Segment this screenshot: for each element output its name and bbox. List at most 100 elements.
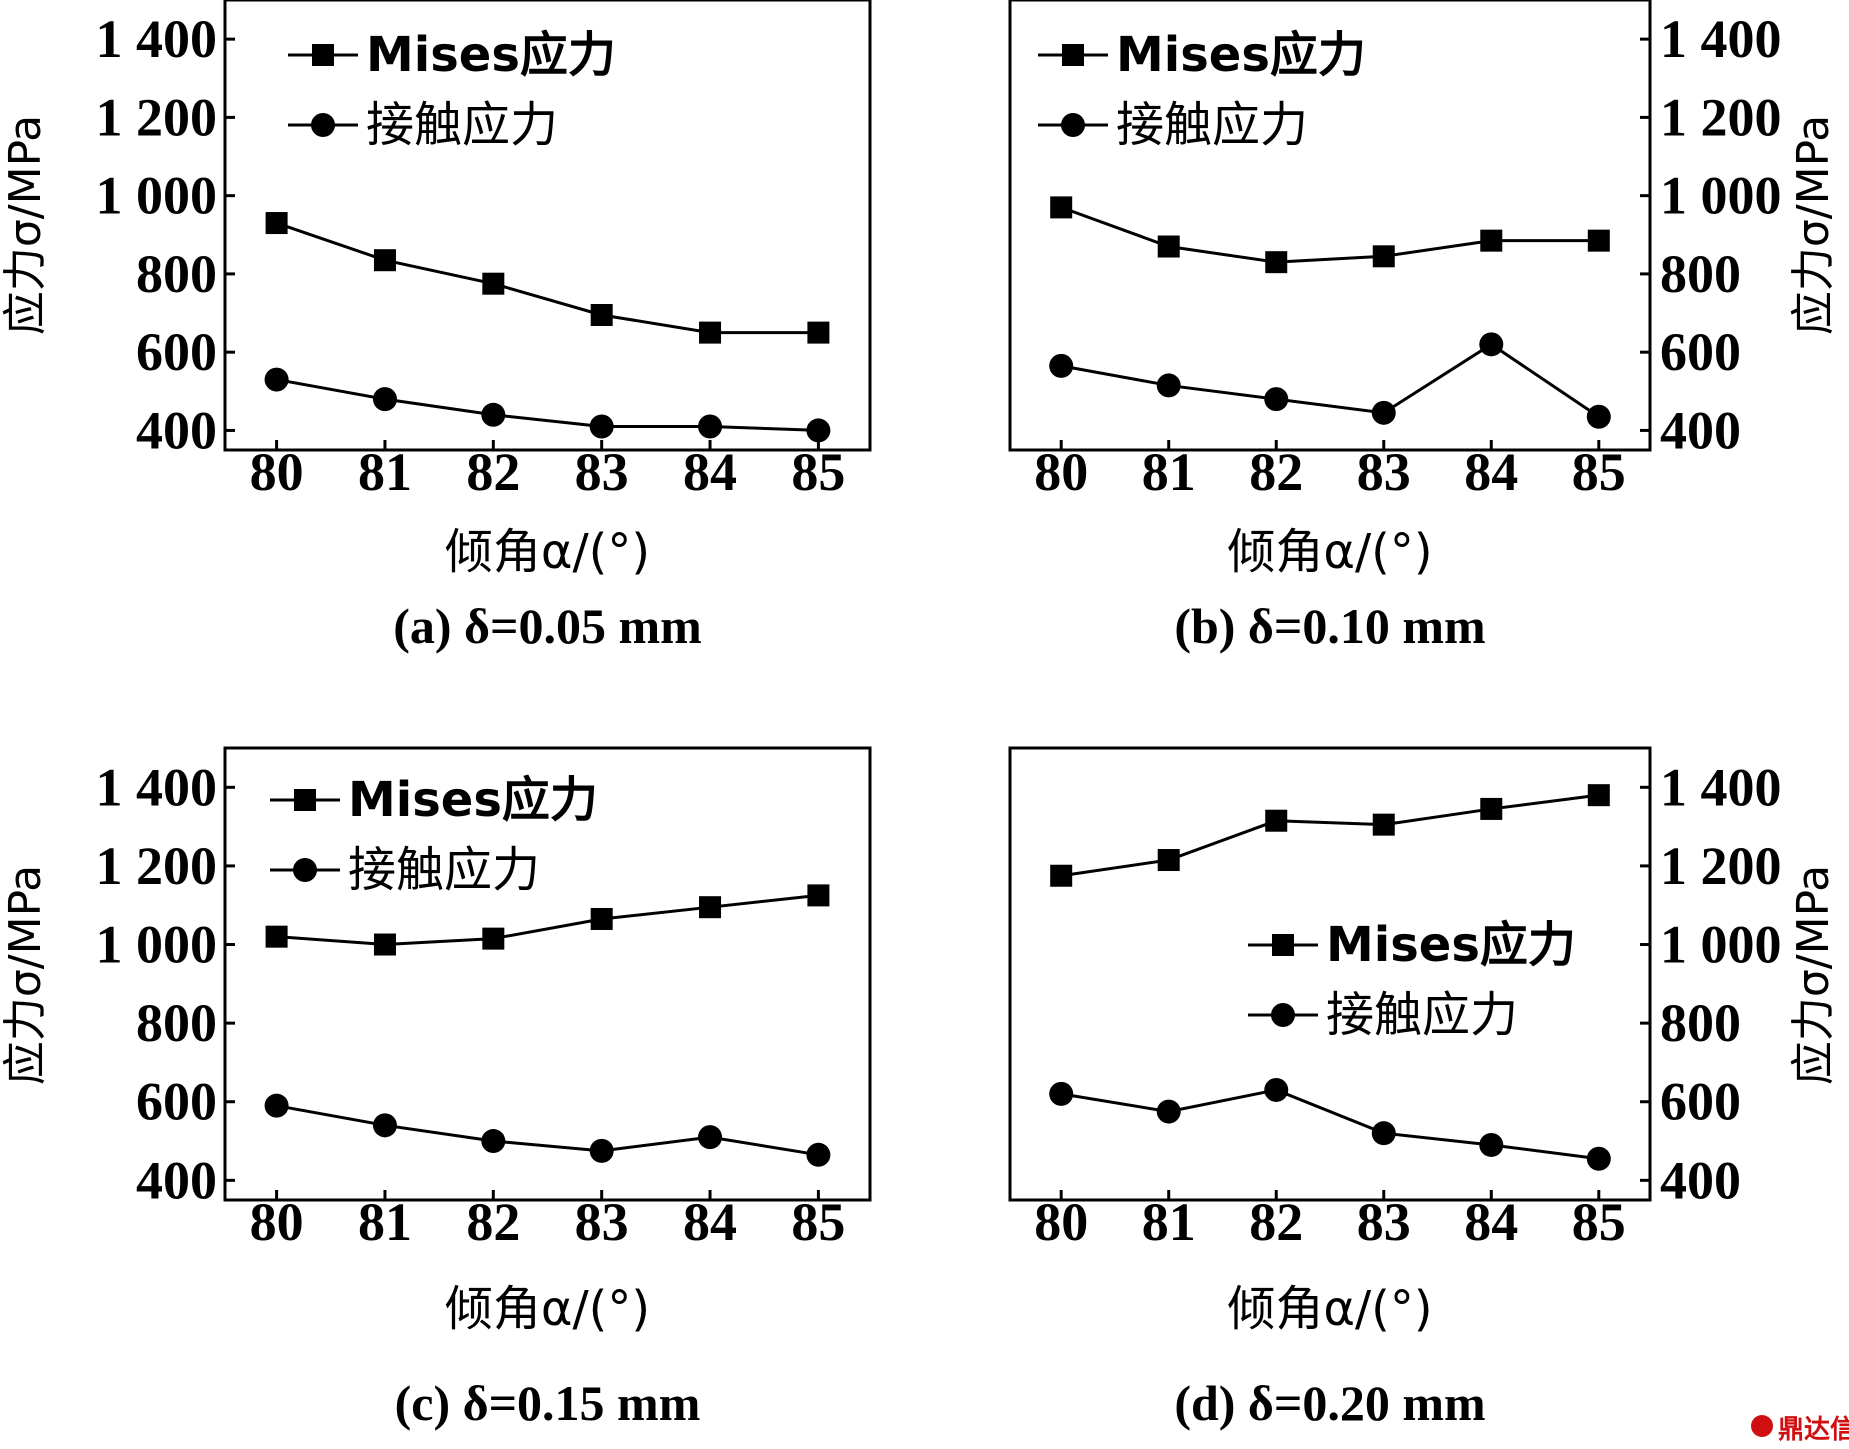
x-tick-label: 85 [791, 1192, 845, 1252]
x-tick-label: 85 [791, 442, 845, 502]
data-point-square [1480, 229, 1503, 252]
data-point-square [699, 321, 722, 344]
y-axis-label: 应力σ/MPa [0, 115, 51, 335]
y-axis-label: 应力σ/MPa [0, 865, 51, 1085]
y-tick-label: 800 [1660, 993, 1741, 1053]
y-tick-label: 400 [136, 400, 217, 460]
legend-marker-circle [1271, 1003, 1295, 1027]
x-tick-label: 84 [683, 1192, 737, 1252]
watermark-text: 鼎达信 [1778, 1415, 1849, 1445]
chart-panel-b: 80 81 82 83 84 85 1 400 1 200 1 000 800 600 400 应力σ/… [1008, 0, 1839, 654]
data-point-square [265, 212, 288, 235]
data-point-circle [481, 1129, 506, 1154]
legend-label: 接触应力 [366, 97, 558, 153]
chart-panel-d: 80 81 82 83 84 85 1 400 1 200 1 000 800 600 400 应力σ/… [1008, 746, 1839, 1431]
plot-frame [223, 0, 872, 452]
data-point-square [482, 927, 505, 950]
y-tick-label: 400 [136, 1150, 217, 1210]
x-tick-label: 83 [1357, 442, 1411, 502]
x-tick-label: 84 [1464, 1192, 1518, 1252]
data-point-circle [372, 387, 397, 412]
data-point-circle [1479, 1132, 1504, 1157]
y-tick-label: 800 [136, 993, 217, 1053]
data-point-circle [1371, 400, 1396, 425]
data-point-circle [264, 1093, 289, 1118]
y-tick-label: 1 200 [1660, 836, 1782, 896]
data-point-square [482, 272, 505, 295]
x-tick-label: 81 [1142, 442, 1196, 502]
x-tick-label: 80 [1034, 1192, 1088, 1252]
x-tick-label: 80 [250, 1192, 304, 1252]
y-tick-label: 600 [1660, 1072, 1741, 1132]
legend-label: Mises应力 [1326, 917, 1576, 973]
data-point-square [1265, 809, 1288, 832]
chart-panel-c: 80 81 82 83 84 85 1 400 1 200 1 000 800 600 400 应力σ/… [0, 746, 872, 1431]
data-point-circle [1156, 373, 1181, 398]
legend-label: Mises应力 [348, 772, 598, 828]
data-point-circle [481, 402, 506, 427]
data-point-circle [372, 1113, 397, 1138]
series-line-contact [1060, 342, 1600, 418]
data-point-square [1157, 235, 1180, 258]
y-tick-label: 1 200 [96, 87, 218, 147]
chart-panel-a: 80 81 82 83 84 85 1 400 1 200 1 000 800 600 400 应力σ/… [0, 0, 872, 654]
y-tick-label: 800 [1660, 244, 1741, 304]
data-point-square [1050, 864, 1073, 887]
data-point-circle [264, 367, 289, 392]
y-tick-label: 1 000 [96, 166, 218, 226]
legend-label: 接触应力 [1326, 987, 1518, 1043]
x-tick-label: 81 [358, 1192, 412, 1252]
y-axis-label: 应力σ/MPa [1788, 115, 1839, 335]
x-tick-label: 80 [250, 442, 304, 502]
data-point-square [373, 249, 396, 272]
data-point-circle [1479, 332, 1504, 357]
x-tick-label: 84 [683, 442, 737, 502]
y-tick-label: 400 [1660, 1150, 1741, 1210]
legend-label: Mises应力 [366, 27, 616, 83]
y-tick-label: 1 200 [96, 836, 218, 896]
data-point-square [1157, 849, 1180, 872]
data-point-square [807, 884, 830, 907]
y-tick-label: 800 [136, 244, 217, 304]
y-tick-label: 1 000 [1660, 166, 1782, 226]
series-line-contact [276, 1104, 819, 1157]
x-axis-label: 倾角α/(°) [445, 1281, 650, 1337]
data-point-square [1587, 784, 1610, 807]
data-point-circle [1586, 1146, 1611, 1171]
y-tick-label: 1 200 [1660, 87, 1782, 147]
series-line-mises [276, 221, 819, 335]
data-point-square [590, 304, 613, 326]
data-point-square [265, 925, 288, 948]
x-tick-label: 83 [575, 442, 629, 502]
data-point-circle [1586, 404, 1611, 429]
data-point-square [1372, 245, 1395, 268]
x-tick-label: 85 [1572, 1192, 1626, 1252]
x-tick-label: 82 [1249, 442, 1303, 502]
data-point-circle [589, 414, 614, 439]
data-point-circle [806, 1142, 831, 1167]
y-tick-label: 1 000 [1660, 915, 1782, 975]
data-point-circle [1049, 1081, 1074, 1106]
y-tick-label: 1 400 [96, 757, 218, 817]
x-tick-label: 81 [358, 442, 412, 502]
y-tick-label: 1 000 [96, 915, 218, 975]
x-axis-label: 倾角α/(°) [1227, 524, 1432, 580]
data-point-square [590, 907, 613, 930]
series-line-mises [1060, 793, 1599, 878]
legend-label: 接触应力 [348, 842, 540, 898]
x-tick-label: 82 [466, 1192, 520, 1252]
y-tick-label: 400 [1660, 400, 1741, 460]
legend-label: Mises应力 [1116, 27, 1366, 83]
y-tick-label: 600 [136, 1072, 217, 1132]
y-tick-label: 1 400 [1660, 9, 1782, 69]
data-point-circle [1049, 353, 1074, 378]
y-tick-label: 1 400 [96, 9, 218, 69]
panel-caption: (c) δ=0.15 mm [395, 1375, 701, 1431]
data-point-square [1050, 196, 1073, 219]
data-point-square [1587, 229, 1610, 252]
legend-marker-square [312, 44, 334, 66]
legend-marker-circle [311, 113, 335, 137]
plot-frame [223, 746, 872, 1202]
data-point-circle [698, 1125, 723, 1150]
y-tick-label: 600 [1660, 322, 1741, 382]
